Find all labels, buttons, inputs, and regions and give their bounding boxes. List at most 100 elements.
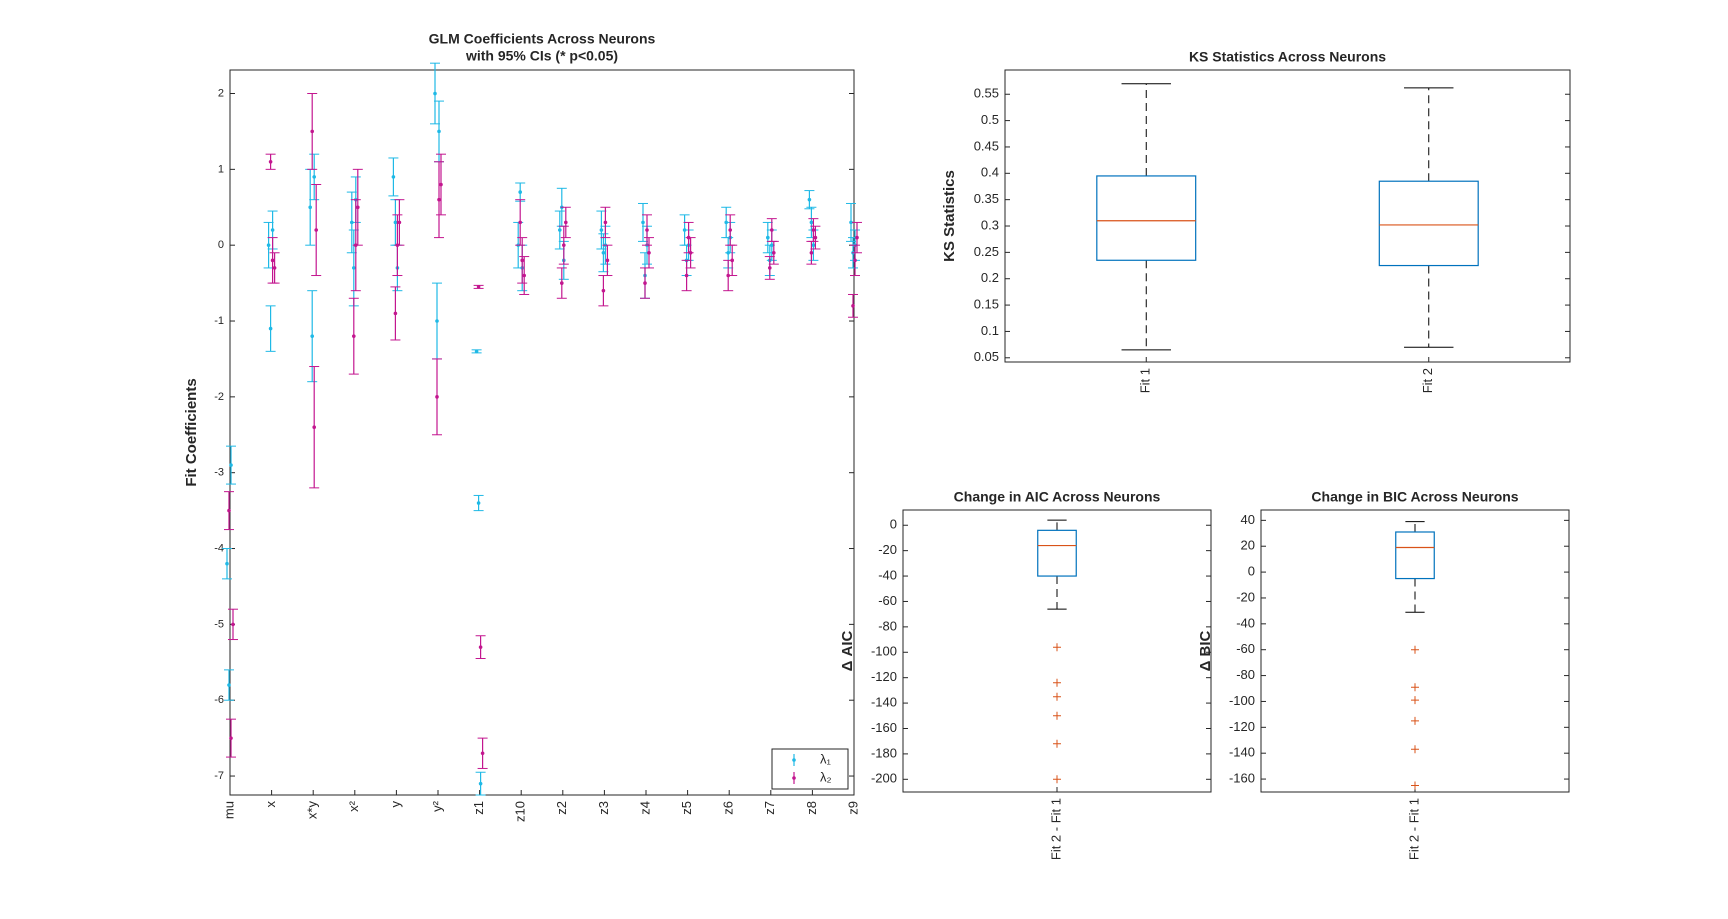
- point: [688, 250, 693, 255]
- point: [476, 285, 481, 289]
- y-tick-label: -7: [214, 770, 224, 782]
- outlier: [1411, 781, 1419, 790]
- error-bar: [804, 190, 815, 210]
- error-bar: [560, 206, 571, 239]
- x-tick-label: x²: [346, 800, 361, 812]
- error-bar: [263, 221, 274, 269]
- y-tick-label: 0.15: [974, 297, 999, 312]
- point: [480, 751, 485, 756]
- y-tick-label: 0.45: [974, 138, 999, 153]
- y-tick-label: -60: [1236, 641, 1255, 656]
- error-bar: [348, 297, 359, 375]
- y-tick-label: -20: [1236, 589, 1255, 604]
- point: [522, 273, 526, 278]
- x-tick-label: z6: [721, 801, 736, 815]
- error-bar: [475, 771, 486, 796]
- box: [1395, 531, 1435, 580]
- y-tick-label: -80: [1236, 667, 1255, 682]
- error-bar: [519, 256, 530, 295]
- outlier: [1411, 645, 1419, 654]
- chart-subtitle: with 95% CIs (* p<0.05): [465, 48, 618, 64]
- point: [564, 220, 568, 225]
- x-tick-label: z8: [804, 801, 819, 815]
- point: [730, 258, 734, 263]
- point: [352, 334, 356, 338]
- point: [437, 197, 441, 202]
- y-tick-label: 0: [890, 517, 897, 532]
- error-bar: [436, 153, 446, 216]
- error-bar: [685, 237, 696, 269]
- point: [227, 508, 231, 513]
- point: [853, 258, 857, 263]
- legend-swatch: [792, 776, 796, 780]
- point: [310, 334, 315, 338]
- y-tick-label: -3: [214, 467, 224, 479]
- y-tick-label: -2: [214, 391, 224, 403]
- y-tick-label: 0.55: [974, 86, 999, 101]
- point: [391, 175, 396, 179]
- error-bar: [222, 548, 232, 580]
- point: [811, 243, 816, 247]
- point: [601, 288, 606, 293]
- error-bar: [762, 221, 773, 254]
- y-tick-label: -140: [871, 695, 897, 710]
- x-tick-label: z2: [554, 801, 569, 815]
- error-bar: [556, 267, 567, 299]
- error-bar: [764, 256, 775, 280]
- legend-label: λ₁: [820, 751, 832, 766]
- y-tick-label: -120: [1229, 719, 1255, 734]
- error-bar: [228, 608, 238, 641]
- y-tick-label: 0.3: [981, 217, 999, 232]
- error-bar: [394, 199, 405, 246]
- error-bar: [596, 210, 607, 250]
- error-bar: [352, 168, 363, 246]
- error-bar: [850, 244, 860, 277]
- error-bar: [768, 240, 779, 265]
- error-bar: [434, 161, 444, 239]
- x-tick-label: y²: [429, 800, 444, 812]
- y-tick-label: -1: [214, 315, 224, 327]
- error-bar: [475, 635, 486, 659]
- error-bar: [477, 737, 488, 769]
- point: [268, 159, 273, 164]
- point: [558, 228, 562, 232]
- point: [641, 220, 645, 225]
- outlier: [1053, 643, 1061, 652]
- outlier: [1411, 696, 1419, 705]
- point: [518, 220, 522, 225]
- point: [855, 235, 859, 240]
- point: [766, 235, 770, 240]
- point: [728, 228, 732, 232]
- error-bar: [638, 202, 648, 242]
- outlier: [1053, 678, 1061, 687]
- y-tick-label: 0.2: [981, 270, 999, 285]
- point: [393, 311, 398, 316]
- y-tick-label: -5: [214, 618, 224, 630]
- y-tick-label: 0.35: [974, 191, 999, 206]
- error-bar: [265, 153, 276, 170]
- y-tick-label: -100: [871, 644, 897, 659]
- error-bar: [309, 153, 320, 201]
- error-bar: [517, 237, 528, 284]
- error-bar: [432, 358, 442, 436]
- box: [1378, 180, 1479, 267]
- outlier: [1411, 745, 1419, 754]
- error-bar: [852, 221, 862, 254]
- x-tick-label: x*y: [305, 801, 320, 820]
- point: [809, 220, 814, 225]
- point: [474, 349, 479, 354]
- x-tick-label: Fit 1: [1138, 368, 1153, 393]
- point: [229, 463, 233, 467]
- error-bar: [602, 244, 613, 277]
- y-tick-label: -140: [1229, 745, 1255, 760]
- error-bar: [309, 366, 320, 489]
- point: [435, 319, 439, 323]
- point: [770, 243, 774, 247]
- point: [272, 266, 277, 270]
- y-tick-label: 0.5: [981, 112, 999, 127]
- error-bar: [808, 218, 819, 242]
- legend-swatch: [792, 758, 796, 762]
- point: [813, 235, 818, 240]
- x-tick-label: z1: [471, 801, 486, 815]
